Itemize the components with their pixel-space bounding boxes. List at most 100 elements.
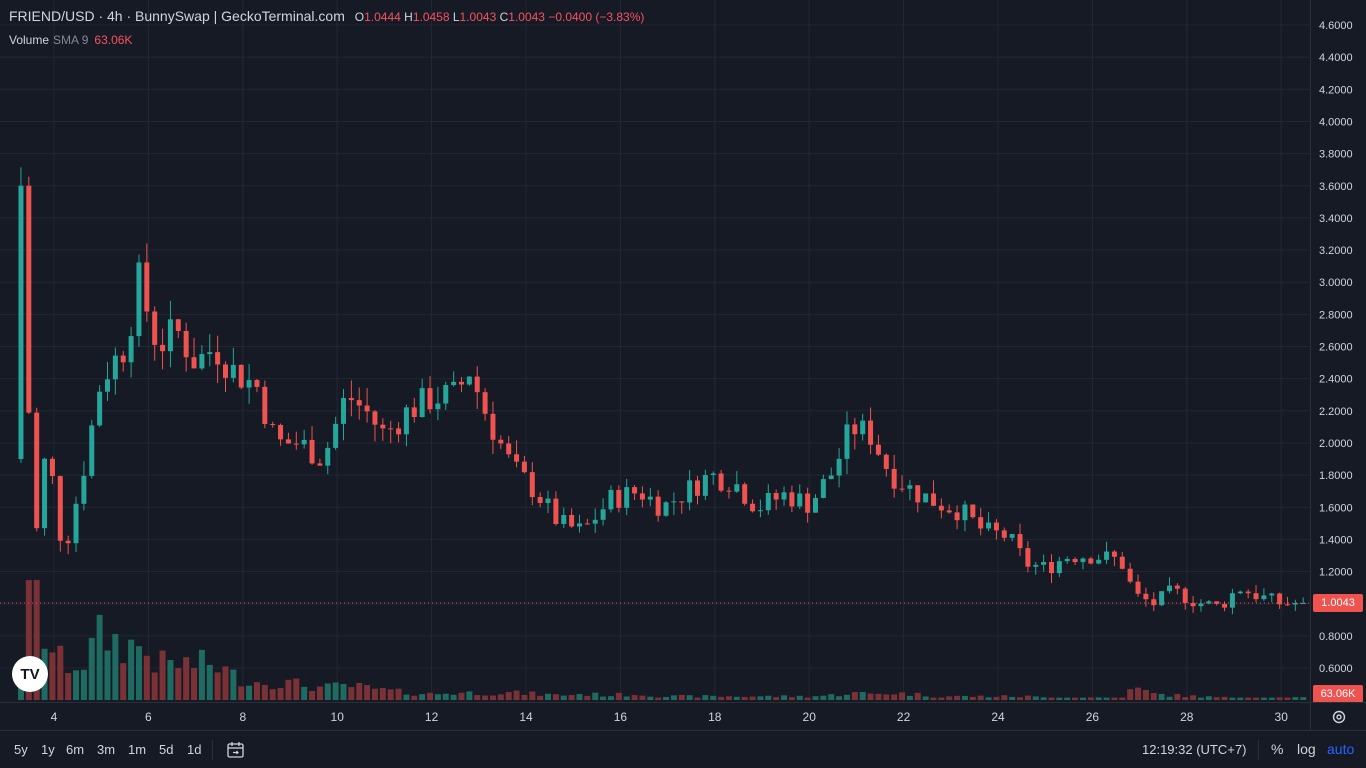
volume-bar bbox=[718, 696, 725, 700]
volume-sma-label: SMA 9 bbox=[53, 33, 89, 47]
volume-bar bbox=[812, 696, 819, 700]
candle-body bbox=[388, 428, 394, 430]
candle-body bbox=[474, 376, 480, 393]
volume-bar bbox=[702, 695, 709, 700]
volume-bar bbox=[1048, 697, 1055, 700]
chart-area[interactable]: FRIEND/USD · 4h · BunnySwap | GeckoTermi… bbox=[0, 0, 1310, 702]
timeframe-1d[interactable]: 1d bbox=[187, 742, 202, 757]
volume-legend[interactable]: Volume SMA 9 63.06K bbox=[9, 33, 132, 47]
volume-bar bbox=[552, 694, 559, 700]
volume-bar bbox=[1103, 697, 1110, 700]
volume-bar bbox=[434, 694, 441, 700]
candle-body bbox=[1048, 562, 1054, 574]
volume-bar bbox=[733, 696, 740, 700]
volume-bar bbox=[214, 672, 221, 700]
symbol-title[interactable]: FRIEND/USD · 4h · BunnySwap | GeckoTermi… bbox=[9, 8, 345, 24]
volume-bar bbox=[545, 693, 552, 700]
price-axis[interactable]: 4.6000 4.4000 4.2000 4.0000 3.8000 3.6000 3.40… bbox=[1310, 0, 1366, 702]
gear-icon[interactable] bbox=[1331, 709, 1347, 725]
volume-bar bbox=[985, 697, 992, 700]
volume-bar bbox=[379, 687, 386, 700]
volume-bar bbox=[710, 695, 717, 700]
volume-bar bbox=[419, 694, 426, 700]
candle-body bbox=[1269, 593, 1275, 596]
date-range-icon[interactable] bbox=[226, 740, 246, 760]
candle-body bbox=[608, 489, 614, 510]
candle-body bbox=[1111, 551, 1117, 557]
volume-bar bbox=[427, 692, 434, 700]
timeframe-1m[interactable]: 1m bbox=[128, 742, 147, 757]
candle-body bbox=[545, 498, 551, 503]
candle-body bbox=[443, 385, 449, 404]
auto-scale-toggle[interactable]: auto bbox=[1327, 741, 1355, 757]
candle-body bbox=[1190, 602, 1196, 607]
candle-body bbox=[868, 420, 874, 445]
timeframe-1y[interactable]: 1y bbox=[41, 742, 55, 757]
candle-body bbox=[624, 487, 630, 508]
candle-body bbox=[34, 412, 40, 529]
candle-body bbox=[812, 497, 818, 513]
candle-body bbox=[930, 493, 936, 506]
timezone-clock[interactable]: 12:19:32 (UTC+7) bbox=[1142, 742, 1247, 757]
volume-bar bbox=[143, 655, 150, 700]
volume-bar bbox=[781, 695, 788, 700]
volume-bar bbox=[128, 639, 135, 700]
candle-body bbox=[81, 475, 87, 504]
candle-body bbox=[1206, 601, 1212, 604]
tradingview-logo-icon[interactable]: TV bbox=[12, 656, 48, 692]
candle-body bbox=[435, 403, 441, 410]
candle-body bbox=[427, 388, 433, 410]
candle-body bbox=[325, 447, 331, 466]
volume-bar bbox=[631, 695, 638, 700]
candle-body bbox=[828, 475, 834, 480]
candle-body bbox=[199, 354, 205, 369]
volume-bar bbox=[293, 678, 300, 700]
candle-body bbox=[364, 405, 370, 412]
candle-body bbox=[136, 262, 142, 337]
volume-bar bbox=[1001, 695, 1008, 700]
volume-bar bbox=[175, 668, 182, 700]
time-tick-label: 14 bbox=[519, 710, 533, 724]
volume-bar bbox=[96, 614, 103, 700]
candle-body bbox=[207, 352, 213, 355]
candle-body bbox=[403, 407, 409, 435]
volume-bar bbox=[261, 684, 268, 700]
chart-settings-corner[interactable] bbox=[1310, 702, 1366, 730]
volume-bar bbox=[403, 694, 410, 700]
price-tick-label: 4.0000 bbox=[1319, 116, 1353, 128]
volume-bar bbox=[238, 686, 245, 700]
volume-bar bbox=[474, 695, 481, 700]
candle-body bbox=[254, 380, 260, 387]
volume-label: Volume bbox=[9, 33, 50, 47]
price-tick-label: 3.8000 bbox=[1319, 149, 1353, 161]
candlestick-chart[interactable] bbox=[0, 0, 1310, 702]
volume-bar bbox=[773, 697, 780, 700]
volume-bar bbox=[820, 695, 827, 700]
candle-body bbox=[120, 355, 126, 363]
timeframe-3m[interactable]: 3m bbox=[97, 742, 116, 757]
log-scale-toggle[interactable]: log bbox=[1297, 741, 1316, 757]
candle-body bbox=[923, 493, 929, 503]
volume-bar bbox=[1182, 697, 1189, 700]
volume-bar bbox=[1260, 697, 1267, 700]
volume-bar bbox=[513, 690, 520, 700]
volume-bar bbox=[883, 694, 890, 700]
timeframe-6m[interactable]: 6m bbox=[66, 742, 85, 757]
price-tick-label: 2.8000 bbox=[1319, 309, 1353, 321]
timeframe-5y[interactable]: 5y bbox=[14, 742, 28, 757]
volume-bar bbox=[1284, 697, 1291, 700]
candle-body bbox=[986, 522, 992, 529]
time-tick-label: 18 bbox=[708, 710, 722, 724]
candle-body bbox=[742, 484, 748, 504]
volume-bar bbox=[1300, 697, 1307, 700]
candle-body bbox=[820, 479, 826, 498]
percent-scale-toggle[interactable]: % bbox=[1271, 741, 1284, 757]
candle-body bbox=[65, 540, 71, 544]
time-axis[interactable]: 4 6 8 10 12 14 16 18 20 22 24 26 28 30 bbox=[0, 702, 1310, 730]
volume-bar bbox=[765, 695, 772, 700]
candle-body bbox=[671, 501, 677, 503]
timeframe-5d[interactable]: 5d bbox=[159, 742, 174, 757]
price-tick-label: 3.2000 bbox=[1319, 245, 1353, 257]
candle-body bbox=[915, 485, 921, 503]
price-tick-label: 4.4000 bbox=[1319, 52, 1353, 64]
